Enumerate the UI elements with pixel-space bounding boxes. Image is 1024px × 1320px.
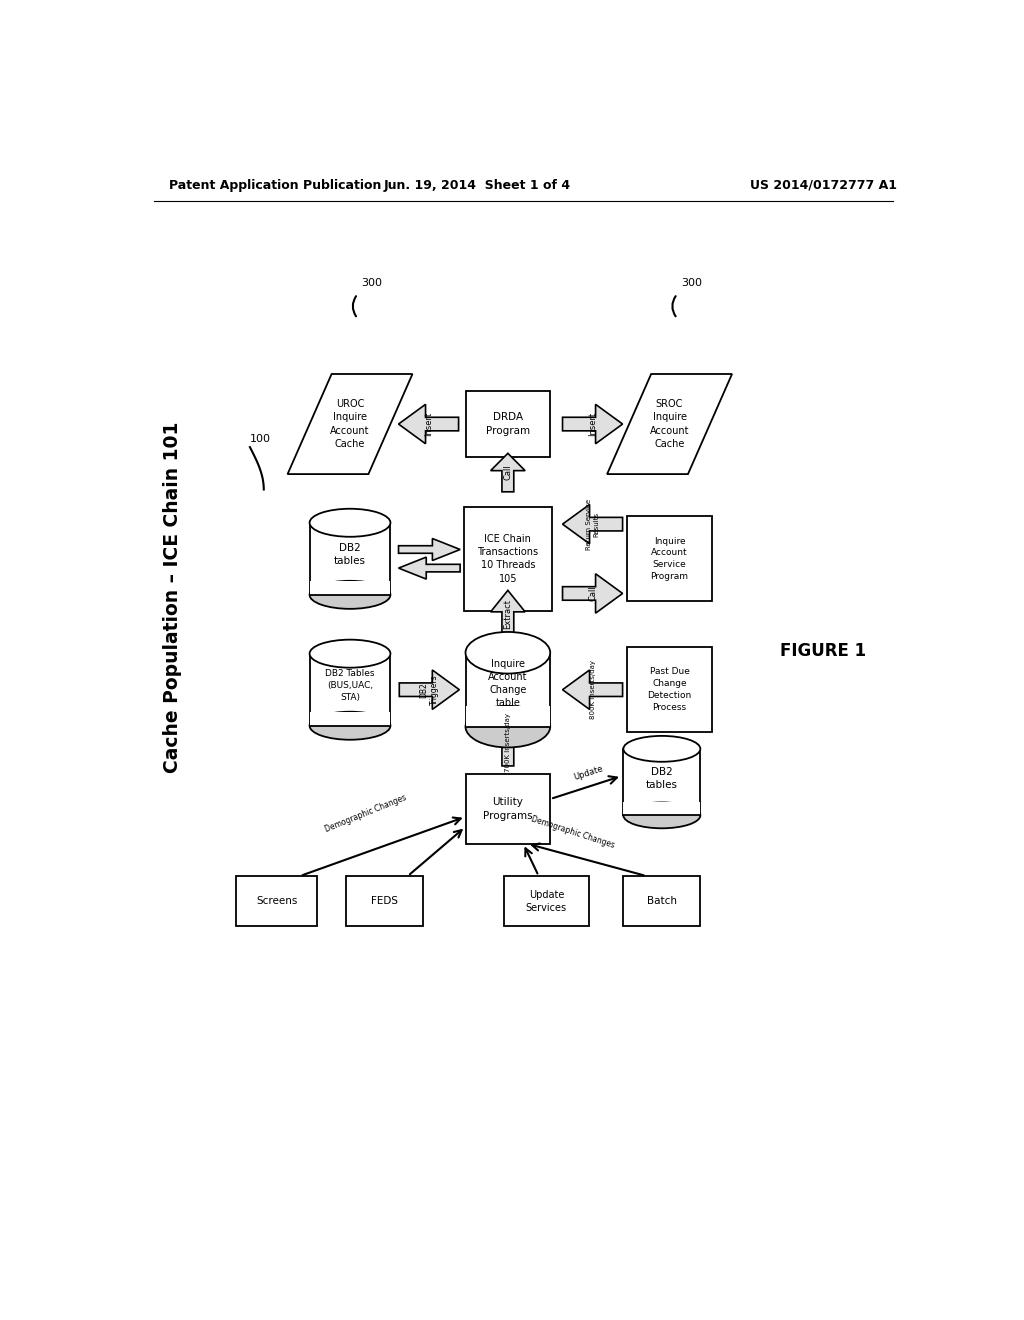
Polygon shape xyxy=(398,539,460,561)
Polygon shape xyxy=(398,557,460,579)
Text: Insert: Insert xyxy=(588,412,597,436)
Polygon shape xyxy=(490,590,525,638)
Bar xyxy=(624,803,700,816)
Ellipse shape xyxy=(309,711,390,739)
Bar xyxy=(466,391,550,457)
Ellipse shape xyxy=(309,581,390,609)
Text: Screens: Screens xyxy=(256,896,298,907)
Bar xyxy=(309,711,390,726)
Text: 700K Inserts/day: 700K Inserts/day xyxy=(505,713,511,772)
Bar xyxy=(504,876,589,927)
Bar xyxy=(346,876,423,927)
Text: UROC
Inquire
Account
Cache: UROC Inquire Account Cache xyxy=(331,399,370,449)
Text: Past Due
Change
Detection
Process: Past Due Change Detection Process xyxy=(647,668,691,711)
Text: FEDS: FEDS xyxy=(371,896,398,907)
Bar xyxy=(628,647,712,733)
Text: DB2
Triggers: DB2 Triggers xyxy=(420,675,439,705)
Text: Cache Population – ICE Chain 101: Cache Population – ICE Chain 101 xyxy=(164,421,182,774)
Bar xyxy=(309,523,390,595)
Bar xyxy=(624,876,700,927)
Text: Demographic Changes: Demographic Changes xyxy=(324,793,408,834)
Polygon shape xyxy=(562,671,623,709)
Text: Insert: Insert xyxy=(424,412,433,436)
Text: 300: 300 xyxy=(681,277,702,288)
Text: Inquire
Account
Change
table: Inquire Account Change table xyxy=(488,659,527,709)
Text: Utility
Programs: Utility Programs xyxy=(483,797,532,821)
Text: Demographic Changes: Demographic Changes xyxy=(530,814,616,850)
Bar xyxy=(624,748,700,816)
Polygon shape xyxy=(399,671,460,709)
Text: Return Service
Results: Return Service Results xyxy=(586,499,599,549)
Text: Inquire
Account
Service
Program: Inquire Account Service Program xyxy=(650,537,688,581)
Polygon shape xyxy=(398,404,459,444)
Text: SROC
Inquire
Account
Cache: SROC Inquire Account Cache xyxy=(650,399,689,449)
Text: Extract: Extract xyxy=(504,599,512,630)
Text: US 2014/0172777 A1: US 2014/0172777 A1 xyxy=(750,178,897,191)
Text: DB2
tables: DB2 tables xyxy=(646,767,678,789)
Text: DB2 Tables
(BUS,UAC,
STA): DB2 Tables (BUS,UAC, STA) xyxy=(326,669,375,702)
Text: Batch: Batch xyxy=(647,896,677,907)
Bar xyxy=(309,581,390,595)
Text: Update
Services: Update Services xyxy=(525,890,567,913)
Text: Update: Update xyxy=(572,764,604,781)
Text: DB2
tables: DB2 tables xyxy=(334,543,366,566)
Polygon shape xyxy=(562,404,623,444)
Polygon shape xyxy=(490,718,525,766)
Text: 300: 300 xyxy=(361,277,383,288)
Text: Call: Call xyxy=(504,465,512,480)
Bar xyxy=(464,507,552,611)
Bar xyxy=(237,876,317,927)
Text: ICE Chain
Transactions
10 Threads
105: ICE Chain Transactions 10 Threads 105 xyxy=(477,535,539,583)
Polygon shape xyxy=(562,574,623,614)
Ellipse shape xyxy=(624,803,700,829)
Ellipse shape xyxy=(466,632,550,673)
Bar xyxy=(466,775,550,843)
Bar xyxy=(628,516,712,601)
Text: DRDA
Program: DRDA Program xyxy=(485,412,530,436)
Ellipse shape xyxy=(624,737,700,762)
Polygon shape xyxy=(562,504,623,544)
Text: Patent Application Publication: Patent Application Publication xyxy=(169,178,381,191)
Text: FIGURE 1: FIGURE 1 xyxy=(780,643,866,660)
Text: 100: 100 xyxy=(250,434,271,445)
Bar xyxy=(466,706,550,726)
Ellipse shape xyxy=(309,508,390,537)
Text: 800K Inserts/day: 800K Inserts/day xyxy=(590,660,596,719)
Text: Call: Call xyxy=(588,586,597,602)
Ellipse shape xyxy=(466,706,550,747)
Text: Jun. 19, 2014  Sheet 1 of 4: Jun. 19, 2014 Sheet 1 of 4 xyxy=(384,178,570,191)
Polygon shape xyxy=(607,374,732,474)
Bar xyxy=(466,653,550,726)
Bar xyxy=(309,653,390,726)
Polygon shape xyxy=(490,453,525,492)
Ellipse shape xyxy=(309,640,390,668)
Polygon shape xyxy=(288,374,413,474)
